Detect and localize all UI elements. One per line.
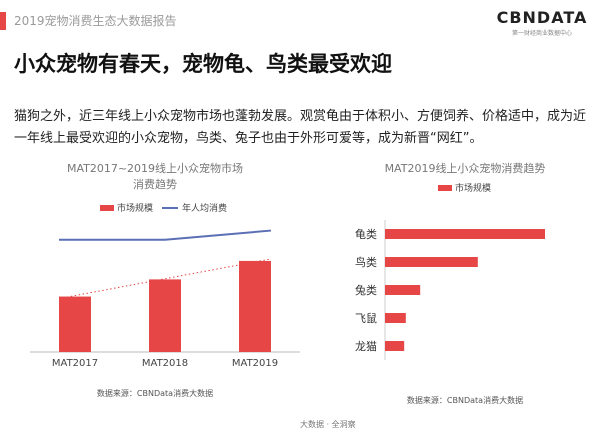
bar-market-size-mat2017 (59, 296, 91, 352)
right-chart-title: MAT2019线上小众宠物消费趋势 (385, 161, 546, 175)
intro-paragraph: 猫狗之外，近三年线上小众宠物市场也蓬勃发展。观赏龟由于体积小、方便饲养、价格适中… (14, 109, 587, 146)
logo-subtext: 第一财经商业数据中心 (511, 30, 572, 37)
hbar-5 (385, 341, 405, 351)
hbar-2 (385, 257, 478, 267)
hbar-3 (385, 285, 421, 295)
page-headline: 小众宠物有春天，宠物龟、鸟类最受欢迎 (14, 52, 392, 76)
y-tick-1: 龟类 (355, 227, 377, 241)
right-chart-source: 数据来源：CBNData消费大数据 (407, 395, 523, 405)
bar-market-size-mat2019 (239, 260, 271, 352)
y-tick-5: 龙猫 (355, 340, 377, 353)
left-chart-title-line1: MAT2017~2019线上小众宠物市场 (67, 161, 243, 175)
hbar-4 (385, 313, 406, 323)
y-tick-2: 鸟类 (355, 255, 377, 269)
x-tick-mat2018: MAT2018 (142, 358, 188, 369)
left-chart-source: 数据来源：CBNData消费大数据 (97, 388, 213, 398)
hbar-1 (385, 229, 545, 239)
x-tick-mat2019: MAT2019 (232, 358, 278, 369)
y-tick-4: 飞鼠 (355, 311, 377, 325)
cbndata-logo: CBNDATA 第一财经商业数据中心 (496, 8, 588, 37)
legend-swatch-market-size (100, 205, 114, 211)
legend-label-avg-spend: 年人均消费 (182, 202, 227, 214)
line-avg-spend (59, 229, 272, 241)
report-title: 2019宠物消费生态大数据报告 (14, 14, 177, 28)
legend-label-market-size: 市场规模 (117, 202, 153, 214)
logo-text: CBNDATA (496, 8, 588, 27)
legend-label-right-market-size: 市场规模 (455, 182, 491, 194)
x-tick-mat2017: MAT2017 (52, 358, 98, 369)
bar-market-size-mat2018 (149, 279, 181, 352)
left-chart-title-line2: 消费趋势 (133, 177, 177, 191)
legend-swatch-right-market-size (438, 185, 452, 191)
y-tick-3: 兔类 (355, 283, 377, 297)
report-header: 2019宠物消费生态大数据报告 CBNDATA 第一财经商业数据中心 (0, 0, 600, 40)
brand-accent-bar (0, 12, 6, 30)
footer-watermark: 大数据 · 全洞察 (300, 420, 356, 429)
